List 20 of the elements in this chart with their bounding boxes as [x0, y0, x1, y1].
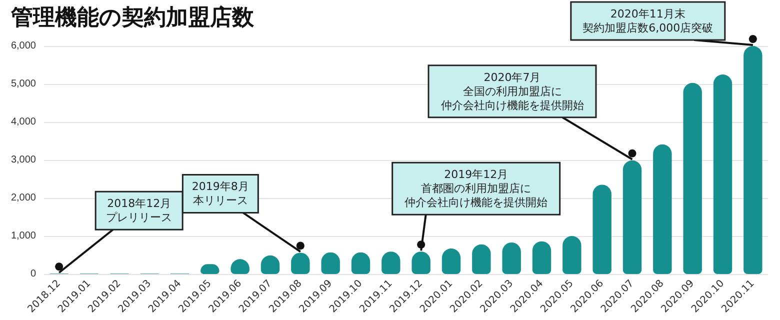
annotation: 2019年8月本リリース [192, 180, 249, 208]
y-tick-label: 4,000 [10, 116, 36, 128]
annotation: 2018年12月プレリリース [106, 197, 172, 224]
y-tick-label: 3,000 [10, 154, 36, 166]
annotation: 2019年12月首都圏の利用加盟店に仲介会社向け機能を提供開始 [404, 168, 548, 210]
bar [713, 74, 732, 274]
bar [562, 236, 582, 274]
annotation: 2020年11月末契約加盟店数6,000店突破 [582, 8, 714, 34]
chart-title: 管理機能の契約加盟店数 [10, 4, 255, 30]
bar [622, 160, 642, 274]
bar [683, 82, 702, 274]
y-tick-label: 2,000 [10, 192, 36, 204]
y-tick-label: 5,000 [10, 78, 36, 90]
bar [592, 184, 612, 274]
annotation: 2020年7月全国の利用加盟店に仲介会社向け機能を提供開始 [440, 70, 584, 112]
bar [744, 46, 762, 274]
bar [653, 144, 672, 274]
y-tick-label: 6,000 [10, 40, 36, 52]
y-tick-label: 0 [30, 268, 36, 280]
y-tick-label: 1,000 [10, 230, 36, 242]
